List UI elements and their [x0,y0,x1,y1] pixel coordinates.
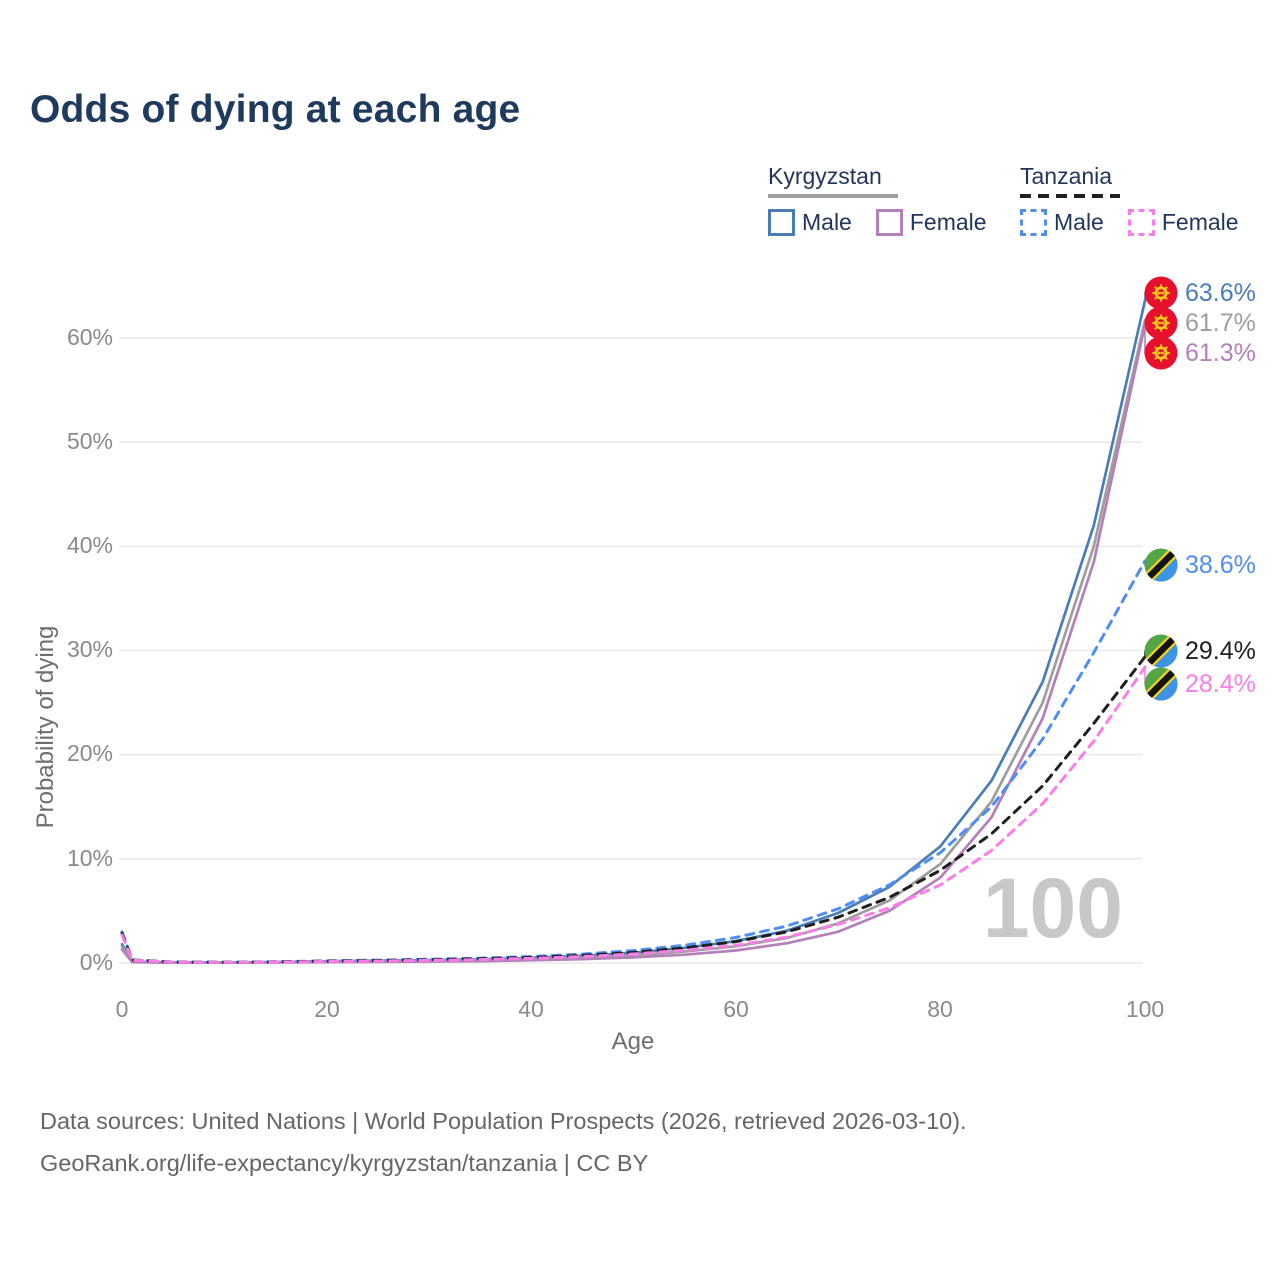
legend-country-kyrgyzstan: Kyrgyzstan [768,163,882,189]
legend-item-tanzania-male[interactable]: Male [1020,209,1104,236]
end-value: 38.6% [1185,550,1256,579]
end-value: 63.6% [1185,278,1256,307]
y-tick-0: 0% [79,949,113,975]
tanzania-flag-icon [1144,634,1178,668]
x-tick-0: 0 [115,996,129,1022]
end-label-tanzania-female: 28.4% [1144,667,1256,701]
legend-group-tanzania: Tanzania Male Female [1020,163,1239,236]
x-axis-title: Age [611,1028,655,1055]
end-label-kyrgyzstan-both: 61.7% [1144,306,1256,340]
legend-item-label: Female [1161,209,1239,235]
page-title: Odds of dying at each age [30,88,521,131]
age-counter-watermark: 100 [982,861,1123,955]
legend-item-label: Male [802,209,852,235]
x-tick-20: 20 [314,996,340,1022]
x-tick-60: 60 [723,996,749,1022]
tanzania-male-swatch-icon [1020,209,1047,236]
legend-item-label: Female [909,209,987,235]
end-label-kyrgyzstan-male: 63.6% [1144,276,1256,310]
data-sources-text: Data sources: United Nations | World Pop… [40,1108,967,1134]
y-tick-60: 60% [66,324,113,350]
legend-group-kyrgyzstan: Kyrgyzstan Male Female [768,163,987,236]
tanzania-flag-icon [1144,548,1178,582]
y-tick-20: 20% [66,740,113,766]
attribution-link[interactable]: GeoRank.org/life-expectancy/kyrgyzstan/t… [40,1150,649,1176]
x-tick-100: 100 [1125,996,1165,1022]
legend-item-kyrgyzstan-male[interactable]: Male [768,209,852,236]
x-tick-80: 80 [927,996,953,1022]
kyrgyzstan-flag-icon [1144,306,1178,340]
kyrgyzstan-male-swatch-icon [768,209,795,236]
y-tick-30: 30% [66,636,113,662]
y-tick-50: 50% [66,428,113,454]
legend-item-kyrgyzstan-female[interactable]: Female [875,209,987,236]
end-value: 61.7% [1185,308,1256,337]
legend-underline-solid [768,194,898,198]
end-value: 28.4% [1185,669,1256,698]
x-tick-40: 40 [518,996,544,1022]
kyrgyzstan-flag-icon [1144,336,1178,370]
legend-item-label: Male [1054,209,1104,235]
end-value: 61.3% [1185,338,1256,367]
y-tick-10: 10% [66,845,113,871]
end-label-tanzania-both: 29.4% [1144,634,1256,668]
tanzania-female-swatch-icon [1127,209,1155,236]
legend-underline-dashed [1020,194,1120,198]
legend-item-tanzania-female[interactable]: Female [1127,209,1239,236]
end-value: 29.4% [1185,636,1256,665]
kyrgyzstan-flag-icon [1144,276,1178,310]
legend-country-tanzania: Tanzania [1020,163,1113,189]
tanzania-flag-icon [1144,667,1178,701]
y-tick-40: 40% [66,532,113,558]
end-label-tanzania-male: 38.6% [1144,548,1256,582]
end-label-kyrgyzstan-female: 61.3% [1144,336,1256,370]
kyrgyzstan-female-swatch-icon [875,209,903,236]
